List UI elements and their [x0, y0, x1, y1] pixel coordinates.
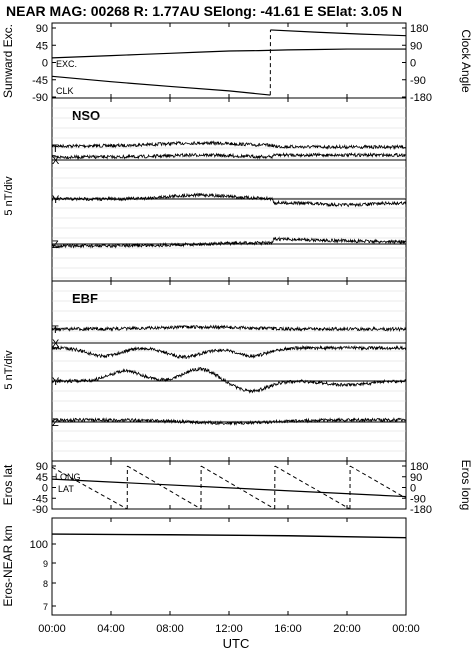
- eros-right-tick-label: 90: [410, 472, 422, 484]
- eros-lines: [51, 465, 407, 510]
- ebf-trace-t: [51, 324, 407, 332]
- ebf-trace-y: [51, 366, 407, 394]
- distance-tick-label: 7: [43, 602, 48, 612]
- nso-trace-label: Z: [52, 239, 59, 251]
- nso-trace-label: T: [52, 143, 59, 155]
- eros-left-tick-label: 90: [36, 461, 48, 473]
- x-tick-label: 20:00: [333, 623, 361, 635]
- eros-left-tick-label: 45: [36, 472, 48, 484]
- distance-tick-label: 100: [30, 539, 48, 551]
- x-tick-label: 16:00: [274, 623, 302, 635]
- right-tick-label: -180: [410, 92, 432, 104]
- eros-right-tick-label: -90: [410, 493, 426, 505]
- long-annotation: LONG: [55, 472, 81, 482]
- distance-series-line: [51, 533, 407, 539]
- clock-right-ticks: 180 90 0 -90 -180: [402, 23, 432, 104]
- distance-tick-label: 8: [43, 579, 48, 589]
- distance-ylabel: Eros-NEAR km: [1, 525, 15, 606]
- eros-right-tick-label: 0: [410, 483, 416, 495]
- distance-line: [51, 533, 407, 539]
- eros-long-wrap: [127, 465, 202, 510]
- left-tick-label: 0: [42, 58, 48, 70]
- eros-long-wrap: [200, 465, 275, 510]
- exc-annotation: EXC.: [56, 59, 77, 69]
- clk-annotation: CLK: [56, 86, 74, 96]
- ebf-trace-label: Z: [52, 417, 59, 429]
- eros-long-ylabel: Eros long: [459, 460, 473, 511]
- eros-right-tick-label: -180: [410, 504, 432, 516]
- nso-trace-label: X: [52, 155, 60, 167]
- nso-trace-t: [51, 140, 407, 151]
- nso-trace-y: [51, 192, 407, 208]
- x-axis-ticks: 00:00 04:00 08:00 12:00 16:00 20:00 00:00: [38, 23, 420, 635]
- nso-trace-z: [51, 236, 407, 249]
- clock-angle-ylabel: Clock Angle: [459, 29, 473, 93]
- panel-eros-frame: [51, 460, 407, 510]
- sunward-left-ticks: 90 45 0 -45 -90: [32, 23, 56, 104]
- eros-long-wrap: [274, 465, 351, 510]
- eros-left-tick-label: -45: [32, 493, 48, 505]
- x-tick-label: 04:00: [97, 623, 125, 635]
- x-tick-label: 08:00: [156, 623, 184, 635]
- ebf-trace-label: T: [52, 324, 59, 336]
- left-tick-label: 90: [36, 23, 48, 35]
- distance-ticks: 100 9 8 7: [30, 539, 56, 612]
- eros-lat-ylabel: Eros lat: [1, 464, 15, 505]
- right-tick-label: 90: [410, 40, 422, 52]
- x-axis-label: UTC: [223, 636, 250, 651]
- nso-ylabel: 5 nT/div: [3, 176, 15, 216]
- eros-lat-line: [51, 478, 407, 498]
- eros-left-tick-label: 0: [42, 483, 48, 495]
- figure-title: NEAR MAG: 00268 R: 1.77AU SElong: -41.61…: [6, 3, 402, 19]
- ebf-ylabel: 5 nT/div: [3, 350, 15, 390]
- x-tick-label: 12:00: [215, 623, 243, 635]
- clock-angle-line: [270, 29, 407, 37]
- nso-trace-x: [51, 152, 407, 160]
- sunward-ylabel: Sunward Exc.: [1, 24, 15, 98]
- right-tick-label: 0: [410, 58, 416, 70]
- clock-angle-line: [51, 75, 271, 96]
- lat-annotation: LAT: [58, 484, 74, 494]
- left-tick-label: -90: [32, 92, 48, 104]
- distance-tick-label: 9: [43, 559, 48, 569]
- eros-left-tick-label: -90: [32, 504, 48, 516]
- right-tick-label: -90: [410, 75, 426, 87]
- eros-right-tick-label: 180: [410, 461, 428, 473]
- eros-long-wrap: [349, 465, 407, 499]
- left-tick-label: 45: [36, 40, 48, 52]
- nso-title: NSO: [72, 108, 100, 123]
- ebf-trace-x: [51, 344, 407, 360]
- panel-nso-frame: [51, 97, 407, 282]
- eros-long-wrap: [51, 466, 128, 510]
- exc-line: [51, 48, 406, 59]
- left-tick-label: -45: [32, 75, 48, 87]
- ebf-trace-label: X: [52, 338, 60, 350]
- x-tick-label: 00:00: [392, 623, 420, 635]
- sunward-lines: [51, 29, 407, 96]
- panel-distance-frame: [51, 517, 407, 616]
- ebf-title: EBF: [72, 291, 98, 306]
- right-tick-label: 180: [410, 23, 428, 35]
- ebf-trace-z: [51, 417, 407, 426]
- x-tick-label: 00:00: [38, 623, 66, 635]
